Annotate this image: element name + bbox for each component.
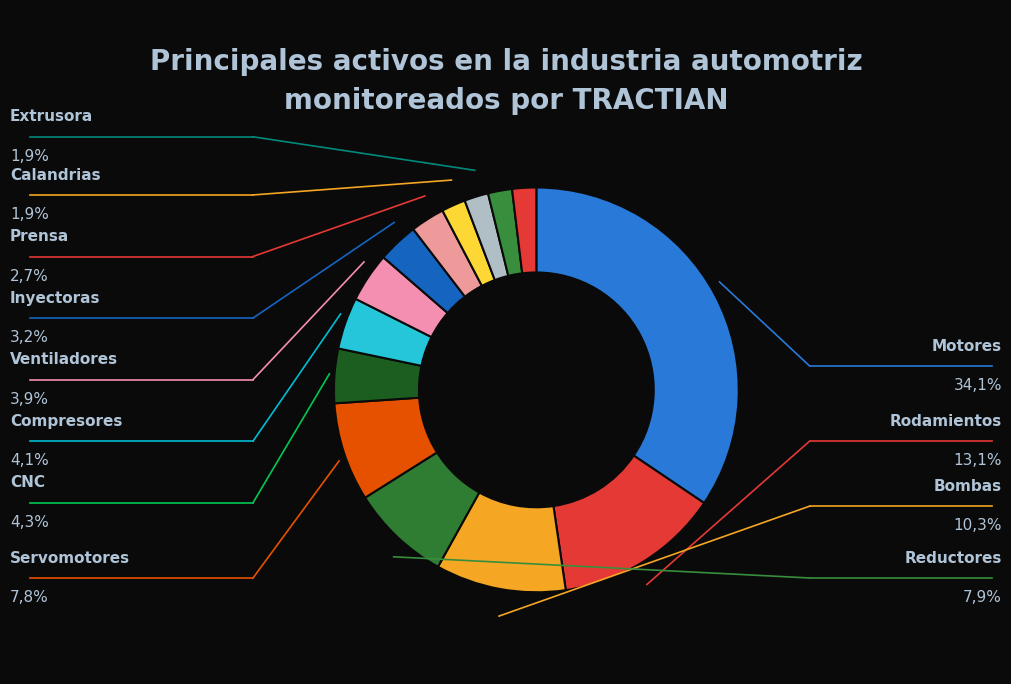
- Text: 13,1%: 13,1%: [952, 453, 1001, 469]
- Wedge shape: [438, 492, 565, 592]
- Text: 1,9%: 1,9%: [10, 207, 49, 222]
- Text: Inyectoras: Inyectoras: [10, 291, 100, 306]
- Text: Principales activos en la industria automotriz
monitoreados por TRACTIAN: Principales activos en la industria auto…: [150, 48, 861, 115]
- Text: 3,9%: 3,9%: [10, 392, 50, 407]
- Text: 34,1%: 34,1%: [952, 378, 1001, 393]
- Text: Servomotores: Servomotores: [10, 551, 130, 566]
- Text: Bombas: Bombas: [933, 479, 1001, 494]
- Text: Rodamientos: Rodamientos: [889, 414, 1001, 429]
- Text: Prensa: Prensa: [10, 229, 70, 244]
- Text: CNC: CNC: [10, 475, 45, 490]
- Text: Motores: Motores: [931, 339, 1001, 354]
- Text: 4,3%: 4,3%: [10, 515, 49, 530]
- Wedge shape: [334, 397, 437, 498]
- Wedge shape: [536, 187, 738, 503]
- Wedge shape: [334, 348, 421, 404]
- Wedge shape: [487, 189, 522, 276]
- Text: Calandrias: Calandrias: [10, 168, 101, 183]
- Text: Ventiladores: Ventiladores: [10, 352, 118, 367]
- Wedge shape: [355, 257, 447, 337]
- Wedge shape: [512, 187, 536, 274]
- Wedge shape: [553, 456, 704, 590]
- Text: Compresores: Compresores: [10, 414, 122, 429]
- Text: 7,8%: 7,8%: [10, 590, 49, 605]
- Wedge shape: [412, 211, 481, 297]
- Text: Reductores: Reductores: [904, 551, 1001, 566]
- Wedge shape: [365, 452, 479, 567]
- Text: 4,1%: 4,1%: [10, 453, 49, 469]
- Text: 10,3%: 10,3%: [952, 518, 1001, 534]
- Text: 1,9%: 1,9%: [10, 149, 49, 164]
- Wedge shape: [338, 299, 431, 366]
- Wedge shape: [442, 200, 494, 286]
- Text: 3,2%: 3,2%: [10, 330, 49, 345]
- Wedge shape: [464, 194, 508, 280]
- Text: 7,9%: 7,9%: [962, 590, 1001, 605]
- Text: 2,7%: 2,7%: [10, 269, 49, 284]
- Wedge shape: [383, 229, 464, 313]
- Text: Extrusora: Extrusora: [10, 109, 93, 124]
